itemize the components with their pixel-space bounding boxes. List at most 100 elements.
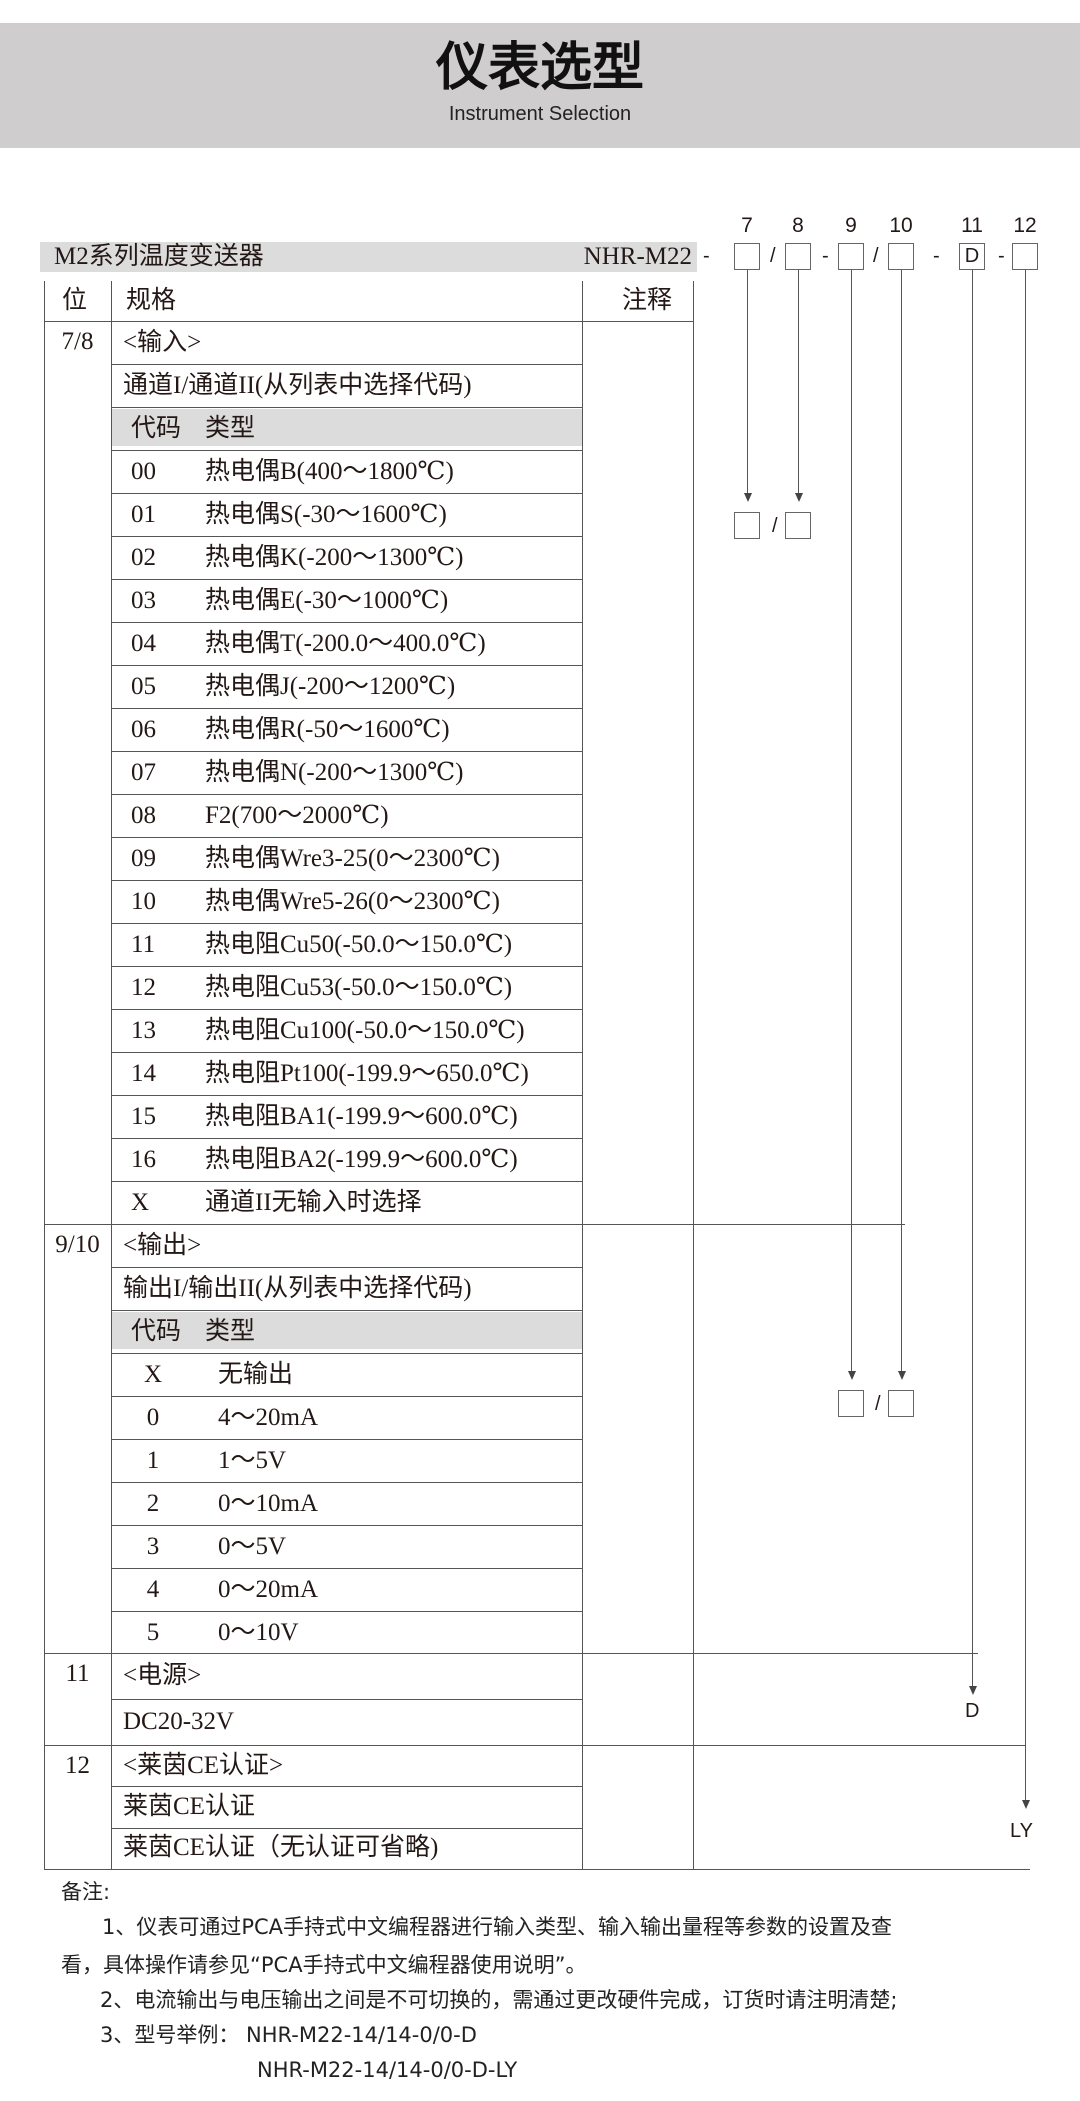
section-divider xyxy=(44,1745,1025,1746)
note-line-1: 1、仪表可通过PCA手持式中文编程器进行输入类型、输入输出量程等参数的设置及查 xyxy=(102,1915,893,1939)
option-code: 0 xyxy=(146,1403,160,1431)
arrow-down-icon xyxy=(897,1371,906,1380)
table-bottom-border xyxy=(44,1869,1030,1870)
option-code: 03 xyxy=(131,586,156,614)
section-position: 9/10 xyxy=(55,1231,100,1258)
row-divider xyxy=(111,794,582,795)
result-slash: / xyxy=(772,515,778,537)
option-type: 0～20mA xyxy=(218,1575,319,1603)
spec-text: 通道I/通道II(从列表中选择代码) xyxy=(123,371,472,399)
series-label: M2系列温度变送器 xyxy=(54,243,264,270)
row-divider xyxy=(111,708,582,709)
table-column-divider xyxy=(693,281,694,1869)
separator: - xyxy=(933,245,940,267)
row-divider xyxy=(111,493,582,494)
position-number: 9 xyxy=(845,214,857,237)
row-divider xyxy=(111,1353,582,1354)
row-divider xyxy=(111,1699,582,1700)
spec-text: DC20-32V xyxy=(123,1708,235,1735)
option-code: 代码 xyxy=(131,414,182,442)
note-line-5: NHR-M22-14/14-0/0-D-LY xyxy=(257,2058,518,2082)
option-code: 16 xyxy=(131,1145,156,1173)
option-code: 3 xyxy=(146,1532,160,1560)
row-divider xyxy=(111,1095,582,1096)
row-divider xyxy=(111,1396,582,1397)
section-position: 11 xyxy=(65,1660,90,1687)
spec-text: <输出> xyxy=(123,1231,202,1259)
option-code: 4 xyxy=(146,1575,160,1603)
row-divider xyxy=(111,1568,582,1569)
position-number: 7 xyxy=(741,214,753,237)
arrow-down-icon xyxy=(794,493,803,502)
header-position: 位 xyxy=(62,287,88,314)
row-divider xyxy=(111,1052,582,1053)
option-type: 热电偶S(-30～1600℃) xyxy=(205,500,447,528)
input-result-box xyxy=(785,512,811,539)
notes-heading: 备注: xyxy=(61,1880,111,1904)
input-result-box xyxy=(734,512,760,539)
arrow-down-icon xyxy=(743,493,752,502)
row-divider xyxy=(111,1525,582,1526)
option-type: 热电偶J(-200～1200℃) xyxy=(205,672,456,700)
option-code: 15 xyxy=(131,1102,156,1130)
series-bar xyxy=(40,242,697,272)
position-number: 8 xyxy=(792,214,804,237)
note-line-4: 3、型号举例： NHR-M22-14/14-0/0-D xyxy=(100,2023,477,2047)
option-type: 热电偶R(-50～1600℃) xyxy=(205,715,450,743)
leader-line xyxy=(747,270,748,494)
row-divider xyxy=(111,1827,582,1829)
code-type-header-bg xyxy=(112,409,582,446)
option-type: 热电偶T(-200.0～400.0℃) xyxy=(205,629,486,657)
option-code: 12 xyxy=(131,973,156,1001)
row-divider xyxy=(111,923,582,924)
option-code: 5 xyxy=(146,1618,160,1646)
option-code: X xyxy=(131,1188,150,1216)
spec-text: <电源> xyxy=(123,1662,202,1689)
option-code: 1 xyxy=(146,1446,160,1474)
header-note: 注释 xyxy=(622,287,673,314)
option-code: 00 xyxy=(131,457,156,485)
arrow-down-icon xyxy=(1021,1800,1030,1809)
row-divider xyxy=(111,1482,582,1483)
option-code: 05 xyxy=(131,672,156,700)
position-number: 11 xyxy=(961,214,983,237)
page-subtitle: Instrument Selection xyxy=(448,103,632,125)
code-box xyxy=(888,243,914,270)
section-divider xyxy=(44,1653,978,1654)
row-divider xyxy=(111,450,582,451)
option-code: 02 xyxy=(131,543,156,571)
position-number: 12 xyxy=(1013,214,1037,237)
row-divider xyxy=(111,407,582,408)
separator: / xyxy=(873,245,879,267)
option-type: 热电阻BA2(-199.9～600.0℃) xyxy=(205,1145,518,1173)
row-divider xyxy=(111,880,582,881)
code-box xyxy=(1012,243,1038,270)
option-code: 2 xyxy=(146,1489,160,1517)
arrow-down-icon xyxy=(968,1686,977,1695)
row-divider xyxy=(111,665,582,666)
power-result: D xyxy=(965,1700,980,1722)
option-type: F2(700～2000℃) xyxy=(205,801,389,829)
row-divider xyxy=(111,579,582,580)
option-type: 1～5V xyxy=(218,1446,287,1474)
option-type: 4～20mA xyxy=(218,1403,319,1431)
row-divider xyxy=(111,1009,582,1010)
output-result-box xyxy=(888,1390,914,1417)
row-divider xyxy=(111,1310,582,1311)
leader-line xyxy=(972,270,973,1687)
row-divider xyxy=(111,966,582,967)
leader-line xyxy=(1025,270,1026,1801)
code-box xyxy=(734,243,760,270)
option-type: 热电阻Cu100(-50.0～150.0℃) xyxy=(205,1016,525,1044)
spec-text: 莱茵CE认证（无认证可省略) xyxy=(123,1834,439,1862)
separator: - xyxy=(998,245,1005,267)
option-type: 热电阻BA1(-199.9～600.0℃) xyxy=(205,1102,518,1130)
row-divider xyxy=(111,837,582,838)
leader-line xyxy=(851,270,852,1372)
position-number: 10 xyxy=(889,214,913,237)
option-type: 热电偶E(-30～1000℃) xyxy=(205,586,449,614)
option-type: 热电偶Wre5-26(0～2300℃) xyxy=(205,887,500,915)
separator: / xyxy=(770,245,776,267)
row-divider xyxy=(111,1611,582,1612)
output-result-box xyxy=(838,1390,864,1417)
